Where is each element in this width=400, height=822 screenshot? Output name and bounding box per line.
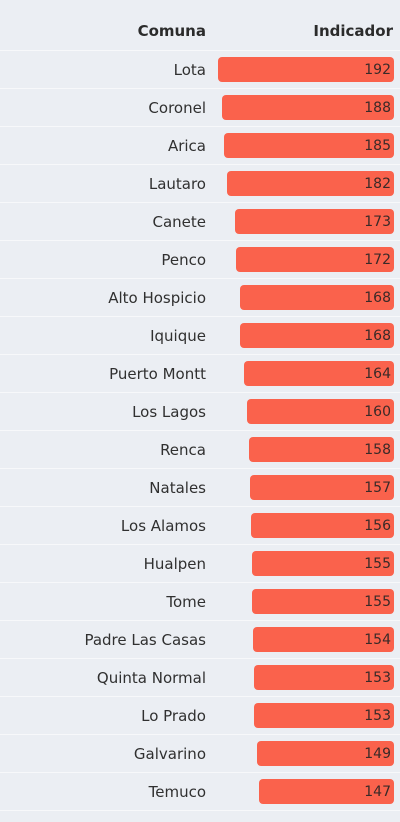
indicator-bar (250, 475, 394, 500)
indicator-value: 185 (364, 138, 391, 154)
comuna-label: Lo Prado (141, 707, 206, 725)
indicator-bar (236, 247, 394, 272)
indicator-bar (254, 665, 394, 690)
comuna-label: Los Alamos (120, 517, 206, 535)
indicator-bar (240, 323, 394, 348)
comuna-label: Quinta Normal (96, 669, 206, 687)
table-row: Coronel 188 (0, 89, 400, 127)
column-header-indicador[interactable]: Indicador (313, 22, 393, 40)
comuna-label: Puerto Montt (109, 365, 206, 383)
table-row: Canete 173 (0, 203, 400, 241)
indicator-bar (240, 285, 394, 310)
table-row: Los Lagos 160 (0, 393, 400, 431)
table-body: Lota 192 Coronel 188 Arica 185 Lautaro 182 Canet… (0, 51, 400, 811)
table-row: Iquique 168 (0, 317, 400, 355)
indicator-value: 192 (364, 62, 391, 78)
table-row: Lautaro 182 (0, 165, 400, 203)
indicator-value: 172 (364, 252, 391, 268)
table-row: Arica 185 (0, 127, 400, 165)
indicator-value: 160 (364, 404, 391, 420)
table-row: Lota 192 (0, 51, 400, 89)
comuna-label: Coronel (148, 99, 206, 117)
table-row: Puerto Montt 164 (0, 355, 400, 393)
indicator-value: 154 (364, 632, 391, 648)
comuna-label: Tome (166, 593, 206, 611)
indicator-value: 188 (364, 100, 391, 116)
table-row: Natales 157 (0, 469, 400, 507)
indicator-value: 147 (364, 784, 391, 800)
indicator-value: 173 (364, 214, 391, 230)
comuna-label: Galvarino (133, 745, 206, 763)
indicator-bar (252, 589, 394, 614)
column-header-comuna[interactable]: Comuna (137, 22, 206, 40)
indicator-bar (235, 209, 394, 234)
comuna-label: Los Lagos (132, 403, 206, 421)
comuna-label: Canete (152, 213, 206, 231)
indicator-value: 157 (364, 480, 391, 496)
indicator-bar (257, 741, 394, 766)
indicator-bar (254, 703, 394, 728)
table-row: Tome 155 (0, 583, 400, 621)
comuna-label: Hualpen (143, 555, 206, 573)
table-row: Los Alamos 156 (0, 507, 400, 545)
table-row: Galvarino 149 (0, 735, 400, 773)
indicator-value: 155 (364, 594, 391, 610)
comuna-label: Renca (160, 441, 206, 459)
comuna-label: Iquique (150, 327, 206, 345)
comuna-label: Arica (167, 137, 206, 155)
indicator-bar (224, 133, 394, 158)
indicator-bar (251, 513, 394, 538)
indicator-value: 153 (364, 708, 391, 724)
indicator-value: 164 (364, 366, 391, 382)
indicator-value: 155 (364, 556, 391, 572)
indicator-value: 168 (364, 290, 391, 306)
table-row: Penco 172 (0, 241, 400, 279)
indicator-value: 149 (364, 746, 391, 762)
comuna-label: Lautaro (148, 175, 206, 193)
indicator-bar (227, 171, 394, 196)
table-row: Lo Prado 153 (0, 697, 400, 735)
table-row: Temuco 147 (0, 773, 400, 811)
indicator-value: 182 (364, 176, 391, 192)
comuna-label: Natales (149, 479, 206, 497)
comuna-label: Alto Hospicio (108, 289, 206, 307)
comuna-label: Padre Las Casas (84, 631, 206, 649)
indicator-bar (249, 437, 394, 462)
table-row: Hualpen 155 (0, 545, 400, 583)
table-header: Comuna Indicador (0, 0, 400, 51)
indicator-bar (259, 779, 394, 804)
comuna-label: Penco (161, 251, 206, 269)
comuna-label: Temuco (148, 783, 206, 801)
indicator-value: 153 (364, 670, 391, 686)
indicator-bar (252, 551, 394, 576)
indicator-value: 168 (364, 328, 391, 344)
table-row: Padre Las Casas 154 (0, 621, 400, 659)
table-row: Alto Hospicio 168 (0, 279, 400, 317)
indicator-bar (244, 361, 394, 386)
table-row: Quinta Normal 153 (0, 659, 400, 697)
indicator-bar (222, 95, 394, 120)
indicator-bar (218, 57, 394, 82)
indicator-value: 156 (364, 518, 391, 534)
indicator-value: 158 (364, 442, 391, 458)
indicator-bar (253, 627, 394, 652)
indicator-bar (247, 399, 394, 424)
table-row: Renca 158 (0, 431, 400, 469)
comuna-label: Lota (173, 61, 206, 79)
